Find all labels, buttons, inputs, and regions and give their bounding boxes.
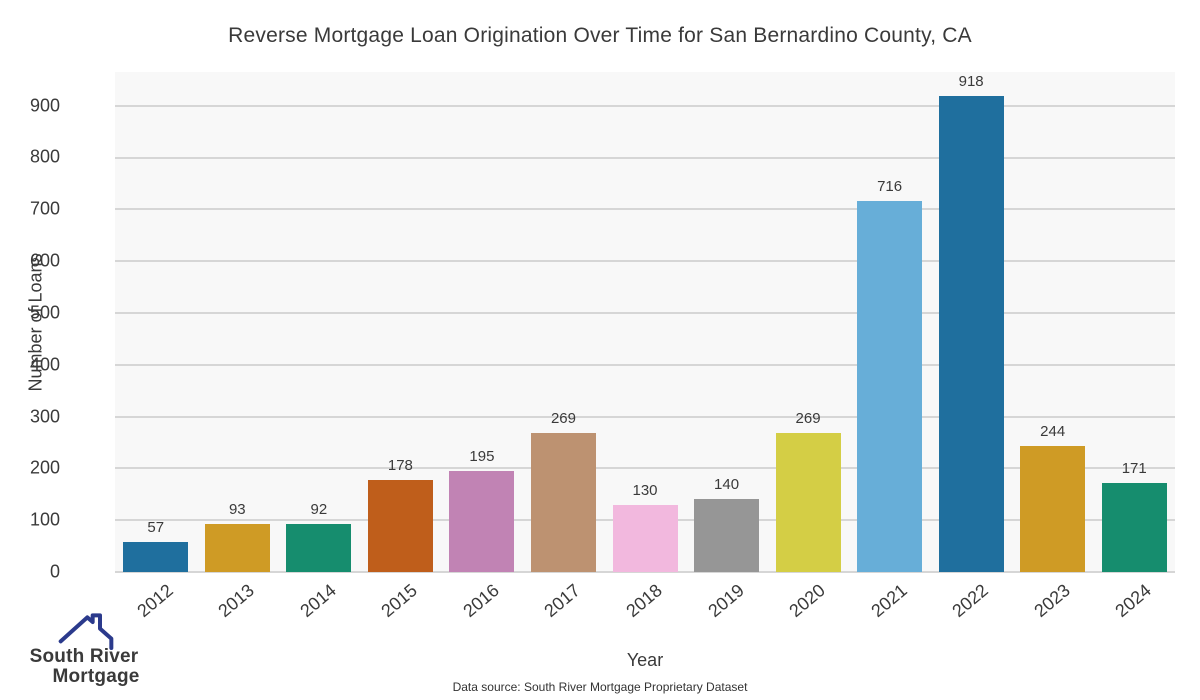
x-axis-ticks: 2012 2013 2014 2015 2016 2017 2018 2019 2020 2021… [115, 580, 1175, 640]
x-tick-label-2018: 2018 [622, 580, 666, 622]
bar-value-label-2024: 171 [1121, 460, 1147, 478]
bar-2020 [775, 432, 841, 572]
gridline-200 [115, 467, 1175, 470]
x-tick-label-2017: 2017 [540, 580, 585, 622]
bar-2016 [449, 470, 515, 572]
bar-2017 [530, 432, 596, 572]
bar-value-label-2021: 716 [877, 178, 903, 196]
x-tick-label-2023: 2023 [1030, 580, 1074, 622]
bar-value-label-2012: 57 [147, 519, 165, 537]
house-roof-icon-svg [58, 613, 114, 650]
gridline-700 [115, 208, 1175, 211]
y-tick-label-0: 0 [49, 561, 60, 582]
gridline-0 [115, 571, 1175, 573]
x-tick-label-2022: 2022 [948, 580, 993, 622]
x-tick-label-2015: 2015 [377, 580, 422, 622]
bar-value-label-2016: 195 [469, 447, 495, 465]
bar-value-label-2018: 130 [632, 481, 658, 499]
x-tick-label-2021: 2021 [866, 580, 911, 622]
data-source-caption: Data source: South River Mortgage Propri… [452, 680, 748, 694]
x-tick-label-2024: 2024 [1111, 580, 1156, 622]
gridline-800 [115, 156, 1175, 159]
plot-area: 0 100 200 300 400 500 600 700 800 900 57 93 92 178 195… [30, 72, 1175, 582]
gridline-300 [115, 415, 1175, 418]
y-tick-label-200: 200 [29, 457, 60, 478]
bar-value-label-2019: 140 [714, 476, 740, 494]
bar-value-label-2020: 269 [795, 409, 821, 427]
gridline-400 [115, 363, 1175, 366]
y-tick-label-500: 500 [29, 302, 60, 323]
bar-value-label-2013: 93 [228, 500, 246, 518]
x-tick-label-2020: 2020 [785, 580, 829, 622]
y-tick-label-800: 800 [29, 146, 60, 167]
gridline-500 [115, 311, 1175, 314]
bar-2022 [938, 96, 1004, 572]
bar-2023 [1020, 445, 1086, 572]
x-tick-label-2013: 2013 [214, 580, 259, 622]
y-tick-label-400: 400 [29, 354, 60, 375]
x-tick-label-2019: 2019 [703, 580, 748, 622]
y-axis-label: Number of Loans [25, 253, 46, 392]
x-axis-label: Year [626, 650, 664, 670]
bar-2018 [612, 504, 678, 572]
bar-2014 [286, 524, 352, 572]
bar-2024 [1101, 483, 1167, 572]
bar-value-label-2017: 269 [550, 409, 576, 427]
bar-value-label-2015: 178 [387, 456, 413, 474]
bar-2015 [367, 479, 433, 572]
x-tick-label-2014: 2014 [296, 580, 340, 622]
bar-2019 [694, 499, 760, 572]
y-tick-label-300: 300 [29, 406, 60, 427]
y-tick-label-700: 700 [29, 198, 60, 219]
logo-text-line2: Mortgage [52, 666, 140, 687]
gridline-600 [115, 260, 1175, 263]
bar-2021 [857, 201, 923, 572]
y-tick-label-100: 100 [29, 509, 60, 530]
bar-2013 [204, 523, 270, 572]
bar-2012 [123, 542, 189, 572]
y-tick-label-900: 900 [29, 95, 60, 116]
logo-text-line1: South River [29, 646, 139, 667]
bar-value-label-2022: 918 [958, 73, 984, 91]
x-tick-label-2016: 2016 [459, 580, 503, 622]
chart-title: Reverse Mortgage Loan Origination Over T… [228, 24, 972, 47]
bar-value-label-2014: 92 [310, 501, 328, 519]
gridline-900 [115, 104, 1175, 107]
bar-value-label-2023: 244 [1040, 422, 1066, 440]
y-tick-label-600: 600 [29, 250, 60, 271]
south-river-mortgage-logo: South River Mortgage [14, 610, 154, 688]
